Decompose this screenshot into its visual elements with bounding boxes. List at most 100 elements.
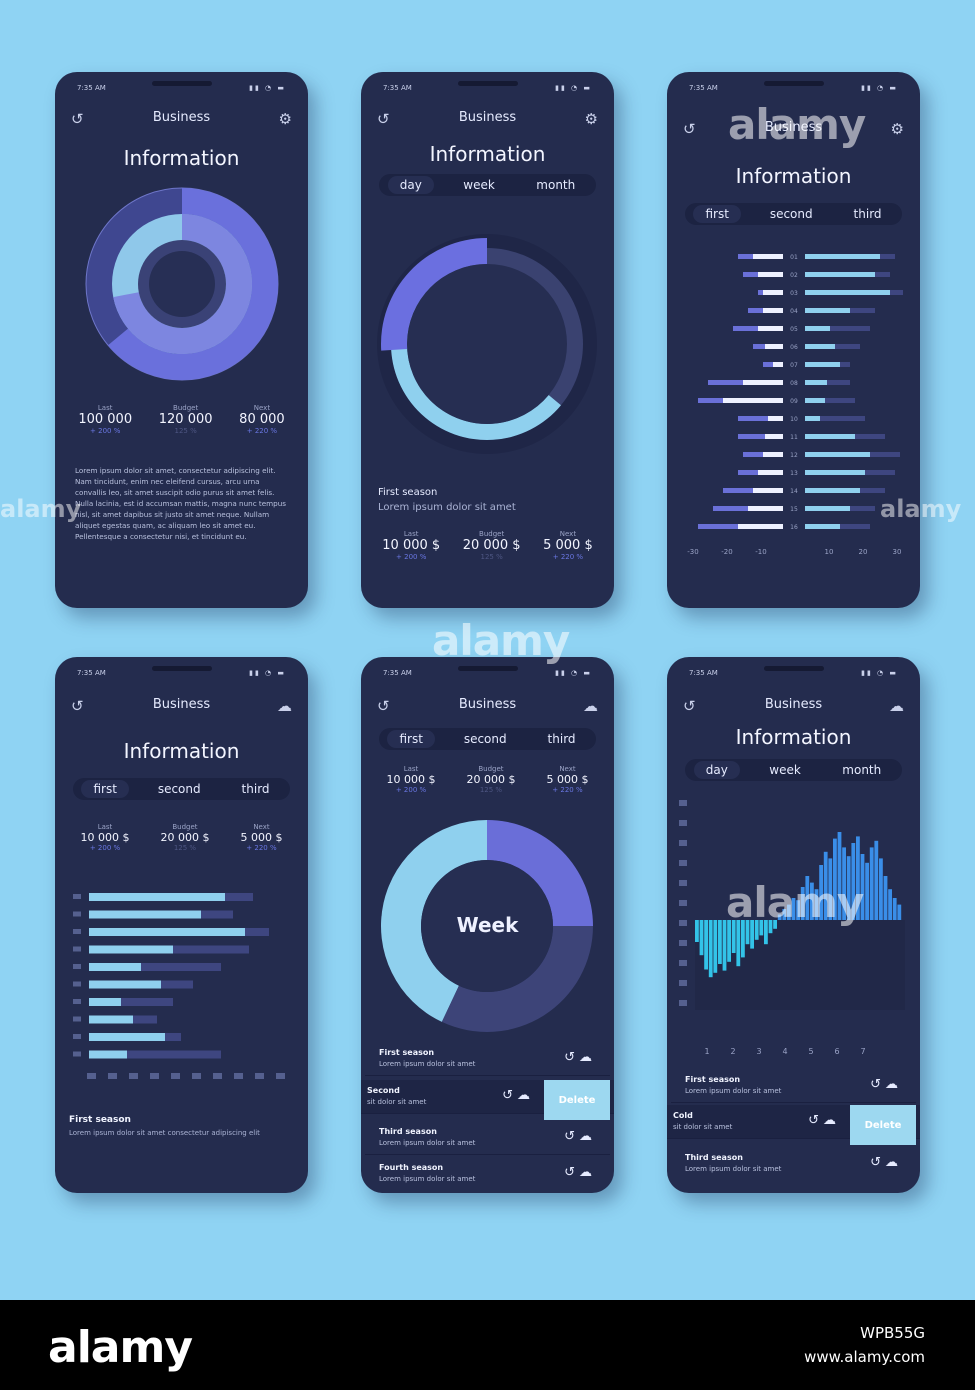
bar-right-light-11 [805, 434, 855, 439]
stat-budget: Budget 20 000 $125 % [466, 765, 516, 794]
row-action-icons[interactable]: ↺☁ [502, 1088, 534, 1103]
bar-right-light-12 [805, 452, 870, 457]
history-icon[interactable]: ↺ [683, 120, 696, 138]
page-title: Information [123, 146, 240, 170]
header: ↺ Business ⚙ [361, 110, 614, 130]
gear-icon[interactable]: ⚙ [584, 110, 598, 128]
status-bar: 7:35 AM ▮▮ ◔ ▬ [383, 669, 592, 677]
row-action-icons[interactable]: ↺☁ [564, 1129, 596, 1144]
tab-third[interactable]: third [241, 782, 270, 796]
y-tick-mark [73, 1051, 81, 1057]
gear-icon[interactable]: ⚙ [890, 120, 904, 138]
list-item[interactable]: First season Lorem ipsum dolor sit amet ↺… [365, 1042, 610, 1076]
bar-right-light-02 [805, 272, 875, 277]
row-action-icons[interactable]: ↺☁ [564, 1050, 596, 1065]
list-item-swiped[interactable]: Second sit dolor sit amet ↺☁ Delete [361, 1080, 614, 1120]
stat-last: Last 10 000 $ + 200 % [382, 530, 441, 561]
tab-week[interactable]: week [769, 763, 801, 777]
bar-light-5 [89, 980, 161, 989]
list-item-swiped[interactable]: Cold sit dolor sit amet ↺☁ Delete [667, 1105, 920, 1145]
tab-first[interactable]: first [81, 780, 129, 798]
row-action-icons[interactable]: ↺☁ [870, 1077, 902, 1092]
x-tick-mark [276, 1073, 285, 1079]
value-bar [837, 832, 842, 920]
tab-day[interactable]: day [387, 176, 434, 194]
cloud-icon[interactable]: ☁ [277, 697, 292, 715]
ring-accent-segment [381, 238, 487, 351]
tab-week[interactable]: week [463, 178, 495, 192]
row-action-icons[interactable]: ↺☁ [808, 1113, 840, 1128]
tab-second[interactable]: second [769, 207, 813, 221]
bar-light-6 [89, 998, 121, 1006]
x-tick: 5 [808, 1047, 813, 1056]
bar-left-white-10 [768, 416, 783, 421]
row-label-05: 05 [790, 326, 798, 333]
history-icon[interactable]: ↺ [377, 697, 390, 715]
x-tick-mark [192, 1073, 201, 1079]
gear-icon[interactable]: ⚙ [278, 110, 292, 128]
row-action-icons[interactable]: ↺☁ [564, 1165, 596, 1180]
bar-light-2 [89, 928, 245, 936]
y-tick-mark [679, 940, 687, 946]
stats-row: Last 10 000 $ + 200 % Budget 20 000 $125 % … [371, 765, 604, 794]
delete-button[interactable]: Delete [544, 1080, 610, 1120]
value-bar [823, 851, 828, 920]
notch [457, 666, 518, 671]
history-icon[interactable]: ↺ [683, 697, 696, 715]
bar-right-light-01 [805, 254, 880, 259]
season-text: Lorem ipsum dolor sit amet [378, 502, 516, 513]
list-item[interactable]: Third season Lorem ipsum dolor sit amet ↺… [685, 1153, 902, 1173]
donut-light-segment [381, 820, 487, 1022]
value-bar [846, 856, 851, 920]
y-tick-mark [679, 880, 687, 886]
notch [763, 666, 824, 671]
tab-second[interactable]: second [463, 732, 507, 746]
y-tick-mark [679, 820, 687, 826]
status-bar: 7:35 AM ▮▮ ◔ ▬ [689, 84, 898, 92]
tab-third[interactable]: third [853, 207, 882, 221]
x-tick: 20 [859, 548, 868, 556]
series-tabs: first second third [685, 203, 902, 225]
delete-button[interactable]: Delete [850, 1105, 916, 1145]
value-bar [768, 920, 773, 934]
list-item[interactable]: Third season Lorem ipsum dolor sit amet ↺… [365, 1121, 610, 1155]
header: ↺ Business ⚙ [55, 110, 308, 130]
bar-right-light-13 [805, 470, 865, 475]
tab-first[interactable]: first [693, 205, 741, 223]
row-label-03: 03 [790, 290, 798, 297]
value-bar [892, 898, 897, 920]
y-tick-mark [679, 1000, 687, 1006]
page-title: Information [123, 739, 240, 763]
tab-month[interactable]: month [536, 178, 576, 192]
bar-left-white-04 [763, 308, 783, 313]
row-label-16: 16 [790, 524, 798, 531]
stats-row: Last 10 000 $ + 200 % Budget 20 000 $125 % … [371, 530, 604, 561]
list-item[interactable]: First season Lorem ipsum dolor sit amet ↺… [671, 1069, 916, 1103]
stat-budget: Budget 20 000 $125 % [462, 530, 521, 561]
x-tick-mark [87, 1073, 96, 1079]
bar-right-light-06 [805, 344, 835, 349]
x-tick-mark [129, 1073, 138, 1079]
list-item[interactable]: Fourth season Lorem ipsum dolor sit amet … [379, 1163, 596, 1183]
bar-right-light-07 [805, 362, 840, 367]
tab-month[interactable]: month [842, 763, 882, 777]
cloud-icon[interactable]: ☁ [583, 697, 598, 715]
stat-next: Next 5 000 $ + 220 % [546, 765, 589, 794]
history-icon[interactable]: ↺ [71, 697, 84, 715]
cloud-icon[interactable]: ☁ [889, 697, 904, 715]
tab-day[interactable]: day [693, 761, 740, 779]
history-icon[interactable]: ↺ [71, 110, 84, 128]
value-bar [883, 876, 888, 920]
history-icon[interactable]: ↺ [377, 110, 390, 128]
row-action-icons[interactable]: ↺☁ [870, 1155, 902, 1170]
watermark: alamy [728, 100, 866, 149]
status-icons: ▮▮ ◔ ▬ [249, 84, 286, 92]
bar-left-white-12 [763, 452, 783, 457]
header-title: Business [764, 120, 823, 135]
tab-second[interactable]: second [157, 782, 201, 796]
y-tick-mark [73, 981, 81, 987]
tab-third[interactable]: third [547, 732, 576, 746]
row-label-12: 12 [790, 452, 798, 459]
value-bar [805, 876, 810, 920]
tab-first[interactable]: first [387, 730, 435, 748]
